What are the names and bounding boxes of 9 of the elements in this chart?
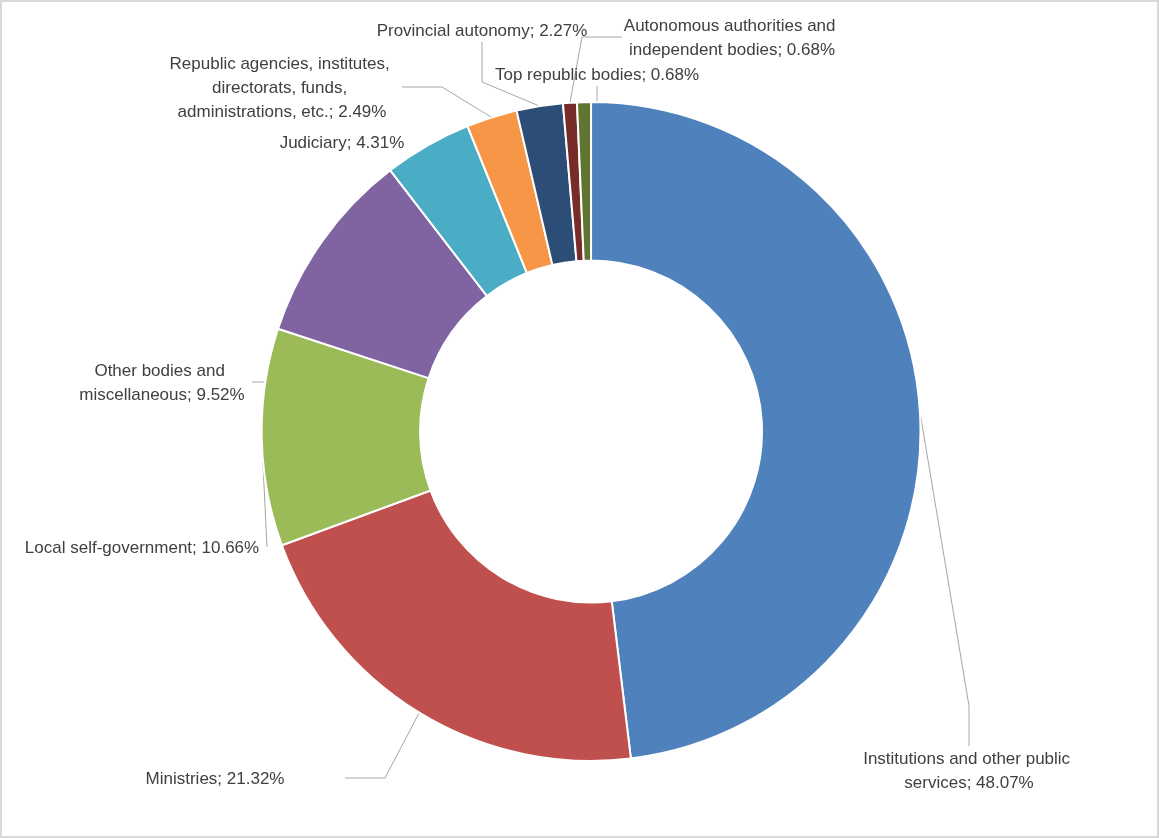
slice-label: Other bodies and miscellaneous; 9.52% (79, 360, 245, 404)
slice-label: Ministries; 21.32% (145, 768, 285, 788)
slice-label: Provincial autonomy; 2.27% (376, 20, 588, 40)
slice-label: Judiciary; 4.31% (279, 132, 405, 152)
slice-label: Local self-government; 10.66% (24, 537, 260, 557)
slice-label: Autonomous authorities and independent bodies; 0.68% (623, 15, 841, 59)
slice-label: Republic agencies, institutes, directorats, funds, administrations, etc.; 2.49% (169, 53, 395, 121)
slice-label: Institutions and other public services; 48.07% (863, 748, 1075, 792)
slice-label: Top republic bodies; 0.68% (494, 64, 700, 84)
